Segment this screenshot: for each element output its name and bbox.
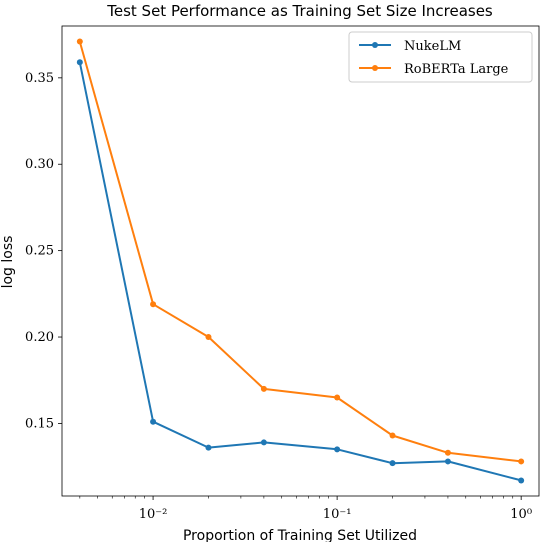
legend: NukeLM RoBERTa Large (348, 31, 533, 83)
data-point (260, 385, 267, 392)
legend-label-roberta: RoBERTa Large (404, 62, 509, 77)
y-tick-label: 0.15 (25, 416, 54, 431)
series-line-0 (78, 62, 522, 482)
data-point (518, 477, 525, 484)
y-tick-label: 0.20 (25, 330, 54, 345)
data-point (205, 334, 212, 341)
chart-title: Test Set Performance as Training Set Siz… (106, 2, 493, 20)
y-tick-label: 0.30 (25, 157, 54, 172)
data-point (334, 446, 341, 453)
legend-marker-roberta (372, 65, 378, 71)
data-point (76, 59, 83, 66)
data-point (205, 444, 212, 451)
data-point (389, 460, 396, 467)
data-point (444, 449, 451, 456)
y-axis: 0.15 0.20 0.25 0.30 0.35 (25, 71, 62, 431)
plot-frame (61, 25, 540, 497)
data-point (334, 394, 341, 401)
y-tick-label: 0.25 (25, 244, 54, 259)
y-tick-label: 0.35 (25, 71, 54, 86)
data-point (518, 458, 525, 465)
data-point (150, 301, 157, 308)
legend-marker-nukelm (372, 42, 378, 48)
legend-label-nukelm: NukeLM (404, 39, 461, 54)
data-point (76, 38, 83, 45)
x-tick-label: 10⁻¹ (323, 507, 352, 522)
x-axis-label: Proportion of Training Set Utilized (183, 528, 417, 542)
x-axis: 10⁻² 10⁻¹ 10⁰ (79, 496, 532, 522)
y-axis-label: log loss (0, 236, 16, 289)
plot-area (76, 38, 525, 484)
data-point (389, 432, 396, 439)
data-point (260, 439, 267, 446)
series-line-1 (78, 41, 522, 463)
data-point (444, 458, 451, 465)
x-tick-label: 10⁰ (510, 507, 532, 522)
legend-box (348, 31, 533, 83)
data-point (150, 418, 157, 425)
x-tick-label: 10⁻² (139, 507, 168, 522)
